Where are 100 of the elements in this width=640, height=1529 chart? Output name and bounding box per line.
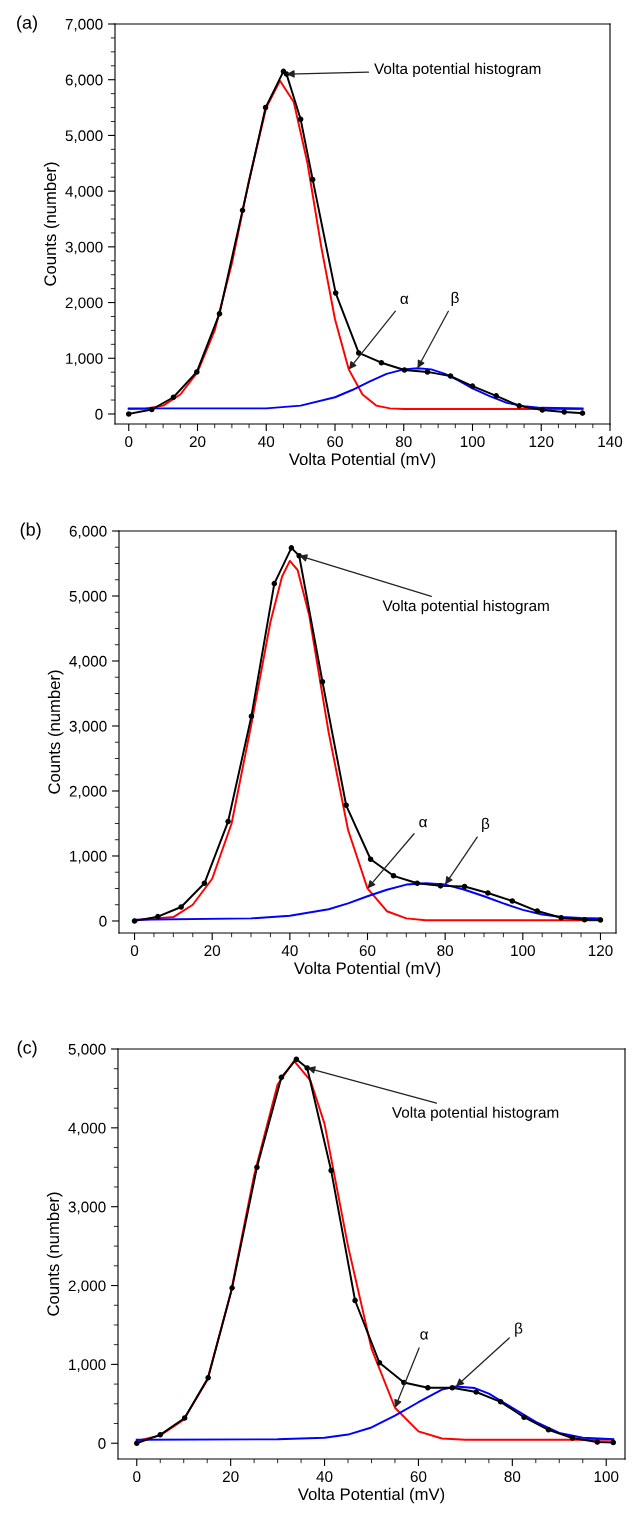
point	[332, 290, 339, 296]
point	[509, 898, 516, 904]
x-tick-label: 40	[281, 945, 298, 957]
point	[579, 410, 586, 416]
x-tick-label: 0	[133, 1471, 141, 1483]
y-tick-label: 5,000	[69, 590, 107, 604]
point	[205, 1375, 211, 1381]
point	[239, 207, 246, 214]
x-axis-title: Volta Potential (mV)	[288, 452, 436, 469]
annotation: Volta potential histogram	[391, 1106, 559, 1121]
y-tick-label: 0	[98, 1438, 106, 1449]
point	[581, 917, 588, 923]
y-tick-label: 7,000	[65, 18, 103, 32]
x-tick-label: 0	[125, 436, 133, 448]
point	[497, 1399, 504, 1405]
y-tick-label: 0	[99, 915, 107, 927]
annotation: α	[420, 1331, 429, 1340]
annotation: β	[451, 291, 459, 306]
point	[493, 393, 499, 399]
chart-title: (c)	[17, 1040, 37, 1058]
point	[424, 369, 431, 375]
x-tick-label: 60	[359, 945, 376, 957]
point	[288, 545, 295, 551]
point	[378, 359, 385, 366]
y-tick-label: 2,000	[65, 297, 103, 311]
x-tick-label: 120	[588, 945, 613, 957]
point	[229, 1285, 235, 1291]
y-tick-label: 1,000	[66, 353, 103, 366]
point	[293, 1056, 300, 1063]
point	[437, 883, 444, 889]
x-tick-label: 60	[327, 436, 343, 448]
point	[201, 880, 208, 887]
annotation: β	[515, 1322, 523, 1337]
point	[225, 818, 231, 825]
x-tick-label: 0	[130, 945, 139, 957]
point	[304, 1065, 310, 1071]
point	[181, 1415, 188, 1421]
point	[355, 350, 362, 356]
point	[367, 856, 374, 863]
x-tick-label: 20	[222, 1471, 239, 1483]
annotation: β	[482, 817, 490, 832]
y-tick-label: 1,000	[70, 850, 107, 864]
point	[594, 1439, 601, 1445]
x-tick-label: 100	[511, 945, 535, 957]
y-tick-label: 4,000	[68, 1122, 106, 1136]
y-axis-title: Counts (number)	[47, 670, 64, 794]
point	[610, 1439, 617, 1446]
y-tick-label: 3,000	[65, 241, 103, 255]
x-tick-label: 100	[460, 436, 485, 448]
x-tick-label: 80	[437, 945, 454, 957]
y-axis-title: Counts (number)	[43, 162, 60, 286]
x-tick-label: 40	[258, 436, 275, 448]
y-tick-label: 5,000	[65, 130, 103, 143]
point	[254, 1164, 260, 1171]
x-tick-label: 100	[594, 1471, 619, 1483]
point	[248, 713, 255, 720]
point	[569, 1435, 576, 1441]
y-tick-label: 6,000	[65, 74, 103, 88]
point	[131, 918, 138, 924]
point	[545, 1427, 552, 1433]
point	[262, 104, 269, 111]
point	[449, 1384, 456, 1391]
point	[343, 802, 349, 809]
point	[125, 411, 132, 417]
chart-title: (a)	[17, 15, 37, 33]
point	[561, 409, 568, 415]
y-tick-label: 4,000	[65, 186, 103, 199]
y-tick-label: 4,000	[69, 655, 107, 669]
point	[376, 1360, 383, 1366]
point	[539, 407, 546, 413]
y-tick-label: 6,000	[69, 525, 107, 539]
x-tick-label: 20	[189, 436, 206, 448]
point	[216, 310, 223, 317]
x-tick-label: 80	[395, 436, 412, 448]
y-axis-title: Counts (number)	[46, 1192, 63, 1316]
point	[425, 1384, 431, 1391]
x-tick-label: 80	[504, 1471, 521, 1483]
point	[194, 369, 200, 375]
point	[170, 394, 177, 401]
y-tick-label: 1,000	[69, 1359, 106, 1372]
annotation: Volta potential histogram	[374, 62, 541, 78]
point	[447, 373, 454, 379]
point	[278, 1074, 285, 1081]
point	[149, 406, 155, 413]
point	[516, 403, 523, 409]
point	[271, 580, 278, 587]
point	[352, 1297, 358, 1304]
x-axis-title: Volta Potential (mV)	[297, 1487, 445, 1504]
x-tick-label: 140	[598, 436, 623, 448]
x-tick-label: 40	[316, 1471, 333, 1483]
annotation: α	[419, 818, 428, 828]
point	[309, 176, 316, 183]
point	[178, 904, 184, 910]
y-tick-label: 3,000	[68, 1201, 106, 1215]
point	[461, 883, 468, 890]
x-tick-label: 60	[410, 1471, 427, 1483]
point	[473, 1389, 479, 1395]
y-tick-label: 5,000	[68, 1043, 106, 1057]
point	[133, 1440, 140, 1447]
point	[297, 116, 304, 123]
